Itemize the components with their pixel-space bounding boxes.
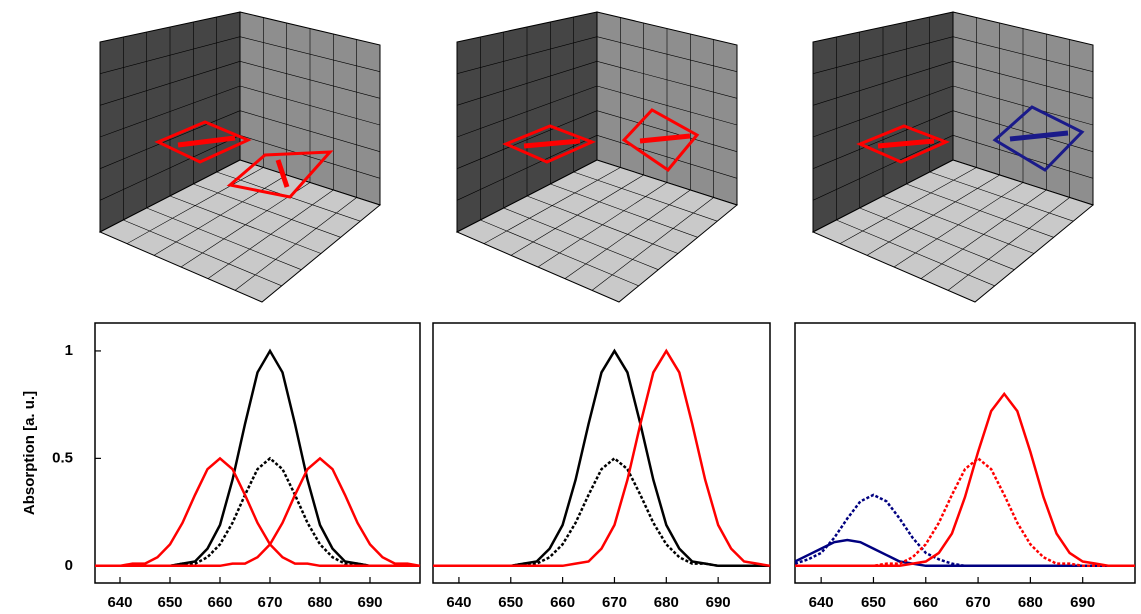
x-tick-label: 670 (257, 594, 282, 611)
dipole-plane (856, 124, 950, 164)
x-tick-label: 650 (861, 594, 886, 611)
spectrum-line (794, 493, 1135, 568)
x-tick-label: 690 (706, 594, 731, 611)
orientation-diagrams (98, 11, 1095, 303)
box-grid (234, 197, 357, 291)
plot-frame (794, 322, 1136, 584)
dipole-vector (639, 133, 691, 144)
box-grid (812, 135, 954, 201)
spectrum-line (795, 456, 1135, 568)
x-tick-label: 680 (654, 594, 679, 611)
dipole-panel-1 (154, 120, 334, 199)
y-axis-label: Absorption [a. u.] (21, 391, 38, 515)
box-grid (99, 135, 241, 201)
box-grid (947, 197, 1070, 291)
dipole-panel-2 (502, 108, 700, 173)
x-tick-label: 660 (550, 594, 575, 611)
y-tick-label: 0 (65, 557, 73, 574)
dipole-plane (502, 124, 596, 164)
spectrum-line (795, 391, 1135, 568)
x-tick-label: 670 (966, 594, 991, 611)
x-tick-label: 640 (107, 594, 132, 611)
y-tick-label: 0.5 (52, 449, 73, 466)
dipole-panel-3 (856, 105, 1085, 172)
x-tick-label: 670 (602, 594, 627, 611)
dipole-plane (226, 150, 334, 199)
box-grid (596, 135, 738, 179)
dipole-vector (877, 138, 935, 149)
dipole-vector (275, 159, 290, 188)
spectrum-line (95, 456, 420, 568)
x-tick-label: 640 (809, 594, 834, 611)
x-tick-label: 650 (498, 594, 523, 611)
x-tick-label: 660 (207, 594, 232, 611)
x-tick-label: 680 (1018, 594, 1043, 611)
spectra: 640 650 660 670 680 690 0 0.5 1 Absorption [a. u.… (21, 322, 1136, 611)
spectrum-line (433, 348, 770, 568)
dipole-vector (523, 138, 581, 149)
spectrum-line (95, 456, 421, 568)
box-grid (456, 135, 598, 201)
x-tick-label: 690 (1070, 594, 1095, 611)
plot-frame (94, 322, 421, 584)
spectrum-line (433, 348, 771, 568)
dipole-vector (1009, 130, 1069, 142)
box-grid (591, 197, 714, 291)
dipole-vector (177, 135, 236, 148)
spectrum-line (95, 348, 420, 568)
x-tick-label: 690 (357, 594, 382, 611)
y-tick-label: 1 (65, 342, 73, 359)
plot-frame (432, 322, 771, 584)
x-tick-label: 660 (913, 594, 938, 611)
x-tick-label: 680 (307, 594, 332, 611)
dipole-plane (154, 120, 252, 164)
box-grid (239, 135, 381, 179)
spectrum-line (95, 456, 420, 568)
dipole-plane (621, 108, 700, 173)
x-tick-label: 640 (446, 594, 471, 611)
dipole-plane (992, 105, 1085, 172)
x-tick-label: 650 (157, 594, 182, 611)
